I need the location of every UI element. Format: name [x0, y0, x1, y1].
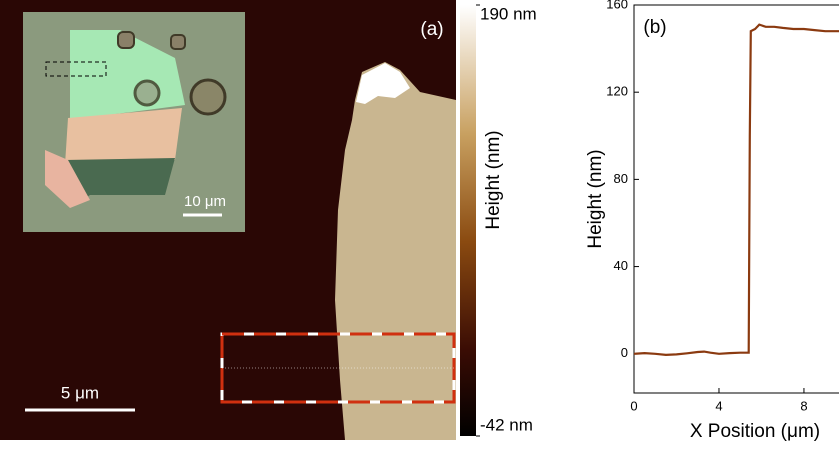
colorbar-tick-label: 190 nm [480, 4, 537, 23]
inset-particle [117, 31, 135, 49]
x-tick-label: 0 [630, 398, 637, 413]
inset-flake-dark [65, 158, 175, 205]
scale-label: 5 μm [61, 383, 99, 402]
inset-flake-edge [45, 150, 90, 208]
y-tick-label: 120 [606, 84, 628, 99]
x-axis-label: X Position (μm) [690, 421, 820, 442]
inset-particle [170, 34, 186, 50]
inset-marker [45, 61, 107, 77]
panel-label: (a) [420, 19, 443, 40]
x-tick-label: 4 [715, 398, 722, 413]
colorbar-label: Height (nm) [483, 130, 504, 229]
y-tick-label: 160 [606, 0, 628, 11]
inset-flake-pink [65, 108, 182, 165]
inset-particle [133, 79, 161, 107]
axis-frame [633, 4, 839, 394]
flake [335, 62, 456, 440]
flake-top [356, 63, 410, 104]
inset-particle [189, 78, 227, 116]
panel-label: (b) [643, 17, 666, 38]
inset-scale-label: 10 μm [184, 193, 226, 210]
y-tick-label: 80 [614, 171, 628, 186]
y-tick-label: 0 [621, 345, 628, 360]
colorbar [460, 5, 476, 436]
y-axis-label: Height (nm) [585, 149, 606, 248]
x-tick-label: 8 [800, 398, 807, 413]
profile-line [633, 23, 839, 357]
y-tick-label: 40 [614, 258, 628, 273]
colorbar-tick-label: -42 nm [480, 415, 533, 434]
